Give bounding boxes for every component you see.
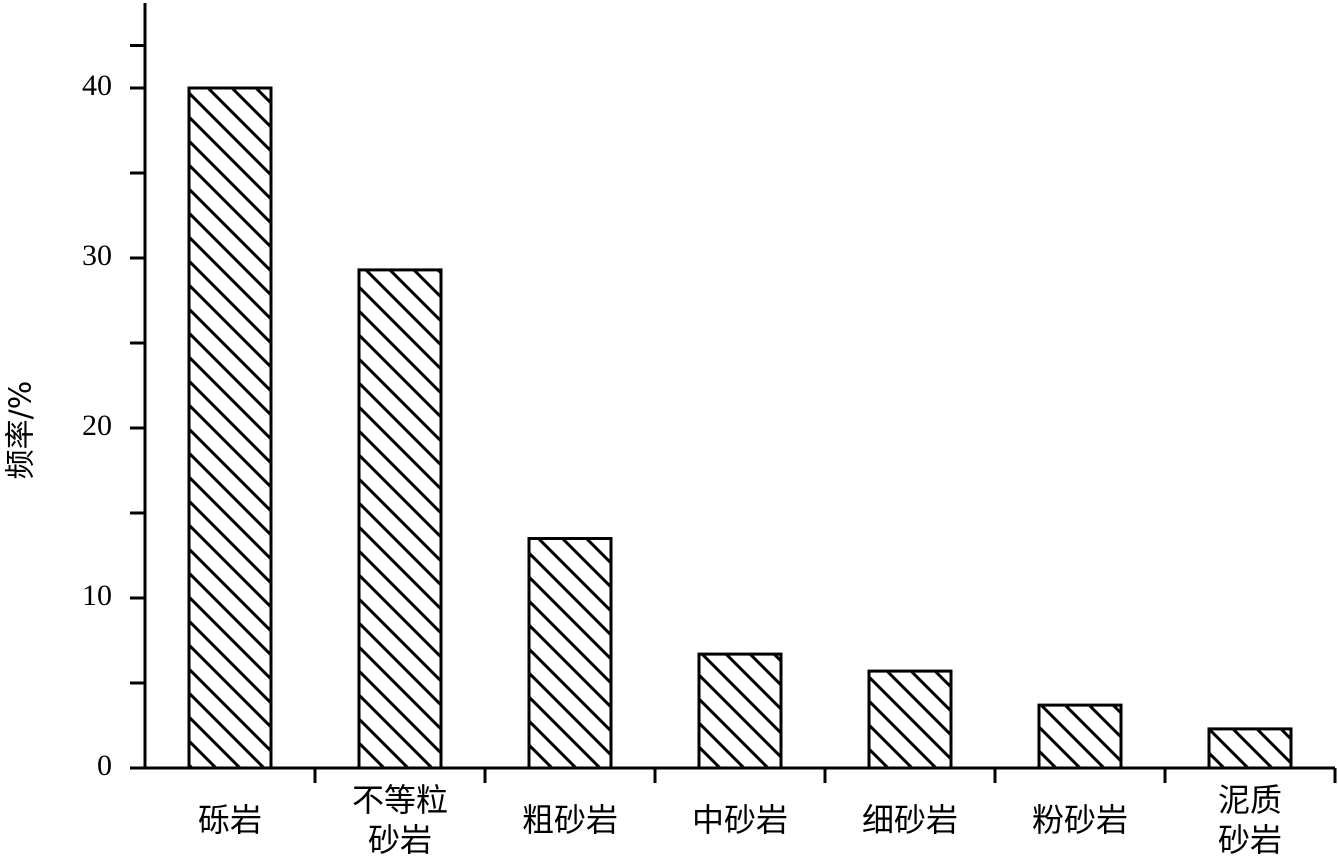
x-tick-label: 不等粒 砂岩	[351, 781, 448, 859]
bar	[527, 537, 613, 770]
x-tick-label: 砾岩	[197, 801, 262, 839]
y-axis-label: 频率/%	[4, 381, 39, 480]
y-tick-label: 20	[82, 409, 112, 442]
x-tick-label: 中砂岩	[691, 801, 788, 839]
y-tick-label: 30	[82, 239, 112, 272]
bar	[697, 652, 783, 770]
y-tick-label: 10	[82, 579, 112, 612]
x-tick-label: 泥质 砂岩	[1217, 781, 1282, 859]
bar	[357, 268, 443, 770]
bar	[1207, 727, 1293, 770]
x-tick-label: 粗砂岩	[521, 801, 618, 839]
bar	[1037, 703, 1123, 770]
y-tick-label: 40	[82, 69, 112, 102]
bar	[867, 669, 953, 770]
x-tick-label: 细砂岩	[861, 801, 958, 839]
y-tick-label: 0	[97, 749, 112, 782]
x-tick-label: 粉砂岩	[1031, 801, 1128, 839]
bar	[187, 86, 273, 770]
